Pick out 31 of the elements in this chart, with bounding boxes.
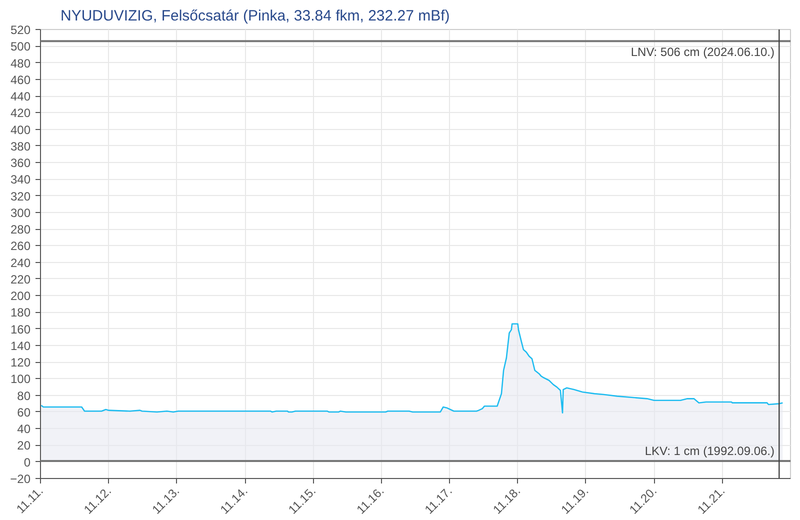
ref-line-label: LNV: 506 cm (2024.06.10.) [630,45,775,60]
ref-line-label: LKV: 1 cm (1992.09.06.) [644,444,775,458]
chart-title: NYUDUVIZIG, Felsőcsatár (Pinka, 33.84 fkm, 232.27 mBf) [60,8,450,24]
y-tick-label: 480 [10,56,31,70]
y-tick-label: 200 [10,289,31,304]
y-tick-label: 440 [10,90,31,104]
y-tick-label: 420 [10,106,31,120]
y-tick-label: 140 [10,338,31,353]
y-tick-label: 240 [10,256,31,270]
y-tick-label: 320 [10,189,31,204]
y-tick-label: 220 [10,272,31,286]
y-tick-label: 400 [10,122,31,137]
y-tick-label: 160 [10,322,31,336]
y-tick-label: 460 [10,72,31,87]
y-tick-label: 340 [10,172,31,187]
y-tick-label: −20 [10,472,31,486]
y-tick-label: 380 [10,139,31,154]
y-tick-label: 40 [17,422,31,436]
y-tick-label: 300 [10,206,31,220]
y-tick-label: 100 [10,372,31,386]
y-tick-label: 20 [17,438,31,453]
y-tick-label: 60 [17,405,31,420]
y-tick-label: 120 [10,356,31,370]
y-tick-label: 180 [10,306,31,320]
y-tick-label: 280 [10,222,31,237]
y-tick-label: 500 [10,40,31,54]
y-tick-label: 360 [10,156,31,170]
y-tick-label: 520 [10,23,31,37]
y-tick-label: 80 [17,388,31,403]
y-tick-label: 260 [10,239,31,254]
y-tick-label: 0 [24,455,31,470]
